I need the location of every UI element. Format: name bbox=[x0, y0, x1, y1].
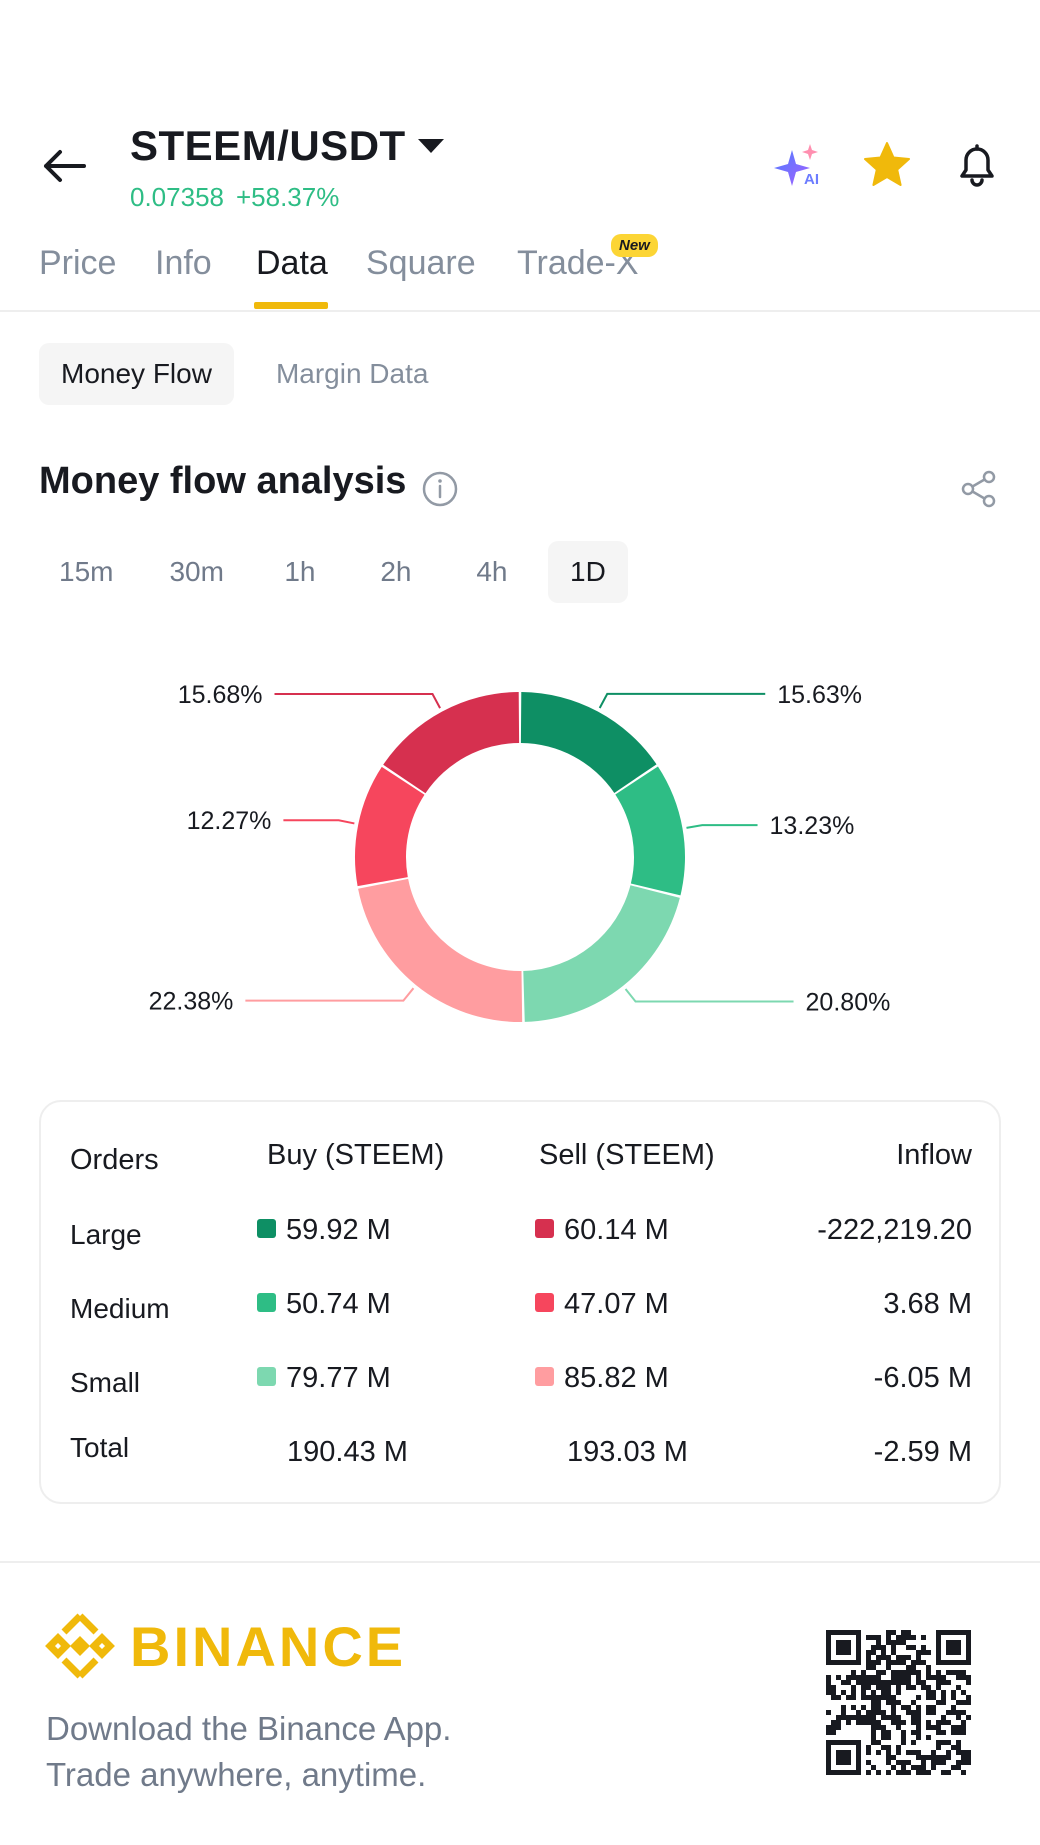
footer-download-banner: BINANCE Download the Binance App. Trade … bbox=[0, 1600, 1040, 1845]
large-sell-text: 60.14 M bbox=[564, 1214, 669, 1246]
leader-line-3 bbox=[624, 988, 794, 1003]
tab-price[interactable]: Price bbox=[39, 244, 117, 282]
price-change: +58.37% bbox=[235, 182, 340, 212]
interval-4h[interactable]: 4h bbox=[476, 556, 508, 587]
tab-info[interactable]: Info bbox=[155, 244, 212, 282]
brand-wordmark: BINANCE bbox=[130, 1614, 407, 1678]
medium-sell-value: 47.07 M bbox=[535, 1288, 669, 1321]
data-subtabs: Money Flow Margin Data bbox=[39, 343, 450, 405]
interval-1d[interactable]: 1D bbox=[547, 541, 628, 603]
download-tagline-2: Trade anywhere, anytime. bbox=[46, 1756, 427, 1793]
interval-1h[interactable]: 1h bbox=[284, 556, 316, 587]
medium-inflow-value: 3.68 M bbox=[883, 1288, 972, 1320]
main-tabs: Price Info Data Square Trade-X bbox=[0, 240, 1040, 312]
slice-label-5: 12.27% bbox=[187, 807, 272, 835]
binance-brand[interactable]: BINANCE bbox=[44, 1610, 406, 1682]
subtab-margin-data[interactable]: Margin Data bbox=[275, 358, 429, 389]
donut-slice-2 bbox=[615, 766, 685, 896]
price-line: 0.07358 +58.37% bbox=[130, 182, 339, 213]
row-label-total: Total bbox=[70, 1432, 130, 1463]
slice-label-1: 15.63% bbox=[777, 681, 862, 709]
small-buy-text: 79.77 M bbox=[286, 1362, 391, 1394]
tab-square[interactable]: Square bbox=[366, 244, 476, 282]
large-buy-text: 59.92 M bbox=[286, 1214, 391, 1246]
interval-30m[interactable]: 30m bbox=[169, 556, 224, 587]
small-inflow-value: -6.05 M bbox=[873, 1362, 972, 1394]
interval-selector: 15m 30m 1h 2h 4h 1D bbox=[39, 541, 628, 603]
row-label-small: Small bbox=[70, 1367, 141, 1398]
leader-line-2 bbox=[686, 824, 758, 829]
info-icon[interactable] bbox=[421, 470, 459, 508]
medium-buy-text: 50.74 M bbox=[286, 1288, 391, 1320]
total-inflow-value: -2.59 M bbox=[873, 1436, 972, 1468]
leader-line-6 bbox=[274, 692, 441, 709]
medium-sell-text: 47.07 M bbox=[564, 1288, 669, 1320]
star-icon[interactable] bbox=[862, 140, 912, 190]
slice-label-3: 20.80% bbox=[806, 988, 891, 1016]
large-buy-value: 59.92 M bbox=[257, 1214, 391, 1247]
row-label-medium: Medium bbox=[70, 1293, 170, 1324]
small-sell-text: 85.82 M bbox=[564, 1362, 669, 1394]
total-buy-value: 190.43 M bbox=[287, 1436, 408, 1468]
sell-large-swatch bbox=[535, 1219, 554, 1238]
header-buy: Buy (STEEM) bbox=[267, 1139, 445, 1171]
caret-down-icon bbox=[417, 139, 444, 153]
header-sell: Sell (STEEM) bbox=[539, 1139, 715, 1171]
money-flow-table: Orders Buy (STEEM) Sell (STEEM) Inflow L… bbox=[39, 1100, 1001, 1504]
new-badge: New bbox=[611, 234, 658, 257]
medium-buy-value: 50.74 M bbox=[257, 1288, 391, 1321]
donut-slice-5 bbox=[354, 766, 425, 887]
bell-icon[interactable] bbox=[952, 140, 1002, 190]
share-icon[interactable] bbox=[958, 468, 1000, 510]
total-sell-value: 193.03 M bbox=[567, 1436, 688, 1468]
leader-line-1 bbox=[598, 692, 766, 709]
buy-small-swatch bbox=[257, 1367, 276, 1386]
small-buy-value: 79.77 M bbox=[257, 1362, 391, 1395]
donut-slice-1 bbox=[520, 692, 657, 793]
sell-small-swatch bbox=[535, 1367, 554, 1386]
leader-line-5 bbox=[283, 819, 355, 825]
donut-slice-3 bbox=[523, 885, 680, 1022]
large-sell-value: 60.14 M bbox=[535, 1214, 669, 1247]
interval-15m[interactable]: 15m bbox=[59, 556, 114, 587]
pair-name: STEEM/USDT bbox=[130, 122, 406, 169]
large-inflow-value: -222,219.20 bbox=[817, 1214, 972, 1246]
header-inflow: Inflow bbox=[896, 1139, 972, 1171]
row-label-large: Large bbox=[70, 1219, 142, 1250]
pair-selector[interactable]: STEEM/USDT bbox=[130, 122, 444, 170]
slice-label-6: 15.68% bbox=[178, 681, 263, 709]
binance-logo-icon bbox=[45, 1613, 115, 1679]
active-tab-indicator bbox=[254, 302, 328, 309]
header-orders: Orders bbox=[70, 1144, 159, 1176]
ai-sparkle-icon[interactable]: AI bbox=[774, 140, 824, 190]
slice-label-4: 22.38% bbox=[149, 988, 234, 1016]
last-price: 0.07358 bbox=[130, 182, 224, 212]
interval-2h[interactable]: 2h bbox=[380, 556, 412, 587]
header: STEEM/USDT 0.07358 +58.37% AI bbox=[0, 118, 1040, 218]
donut-slice-6 bbox=[383, 692, 520, 794]
svg-text:AI: AI bbox=[804, 171, 819, 188]
tab-data[interactable]: Data bbox=[256, 244, 328, 282]
buy-medium-swatch bbox=[257, 1293, 276, 1312]
download-tagline-1: Download the Binance App. bbox=[46, 1710, 452, 1747]
slice-label-2: 13.23% bbox=[770, 812, 855, 840]
footer-divider bbox=[0, 1561, 1040, 1563]
small-sell-value: 85.82 M bbox=[535, 1362, 669, 1395]
donut-slice-4 bbox=[358, 878, 523, 1022]
qr-code-icon[interactable] bbox=[826, 1630, 971, 1775]
money-flow-donut-chart: 15.63% 13.23% 20.80% 22.38% 12.27% 15.68% bbox=[149, 681, 891, 1022]
arrow-left-icon[interactable] bbox=[40, 146, 88, 186]
buy-large-swatch bbox=[257, 1219, 276, 1238]
sell-medium-swatch bbox=[535, 1293, 554, 1312]
leader-line-4 bbox=[245, 987, 415, 1002]
section-title: Money flow analysis bbox=[39, 460, 407, 502]
subtab-money-flow[interactable]: Money Flow bbox=[39, 343, 234, 405]
